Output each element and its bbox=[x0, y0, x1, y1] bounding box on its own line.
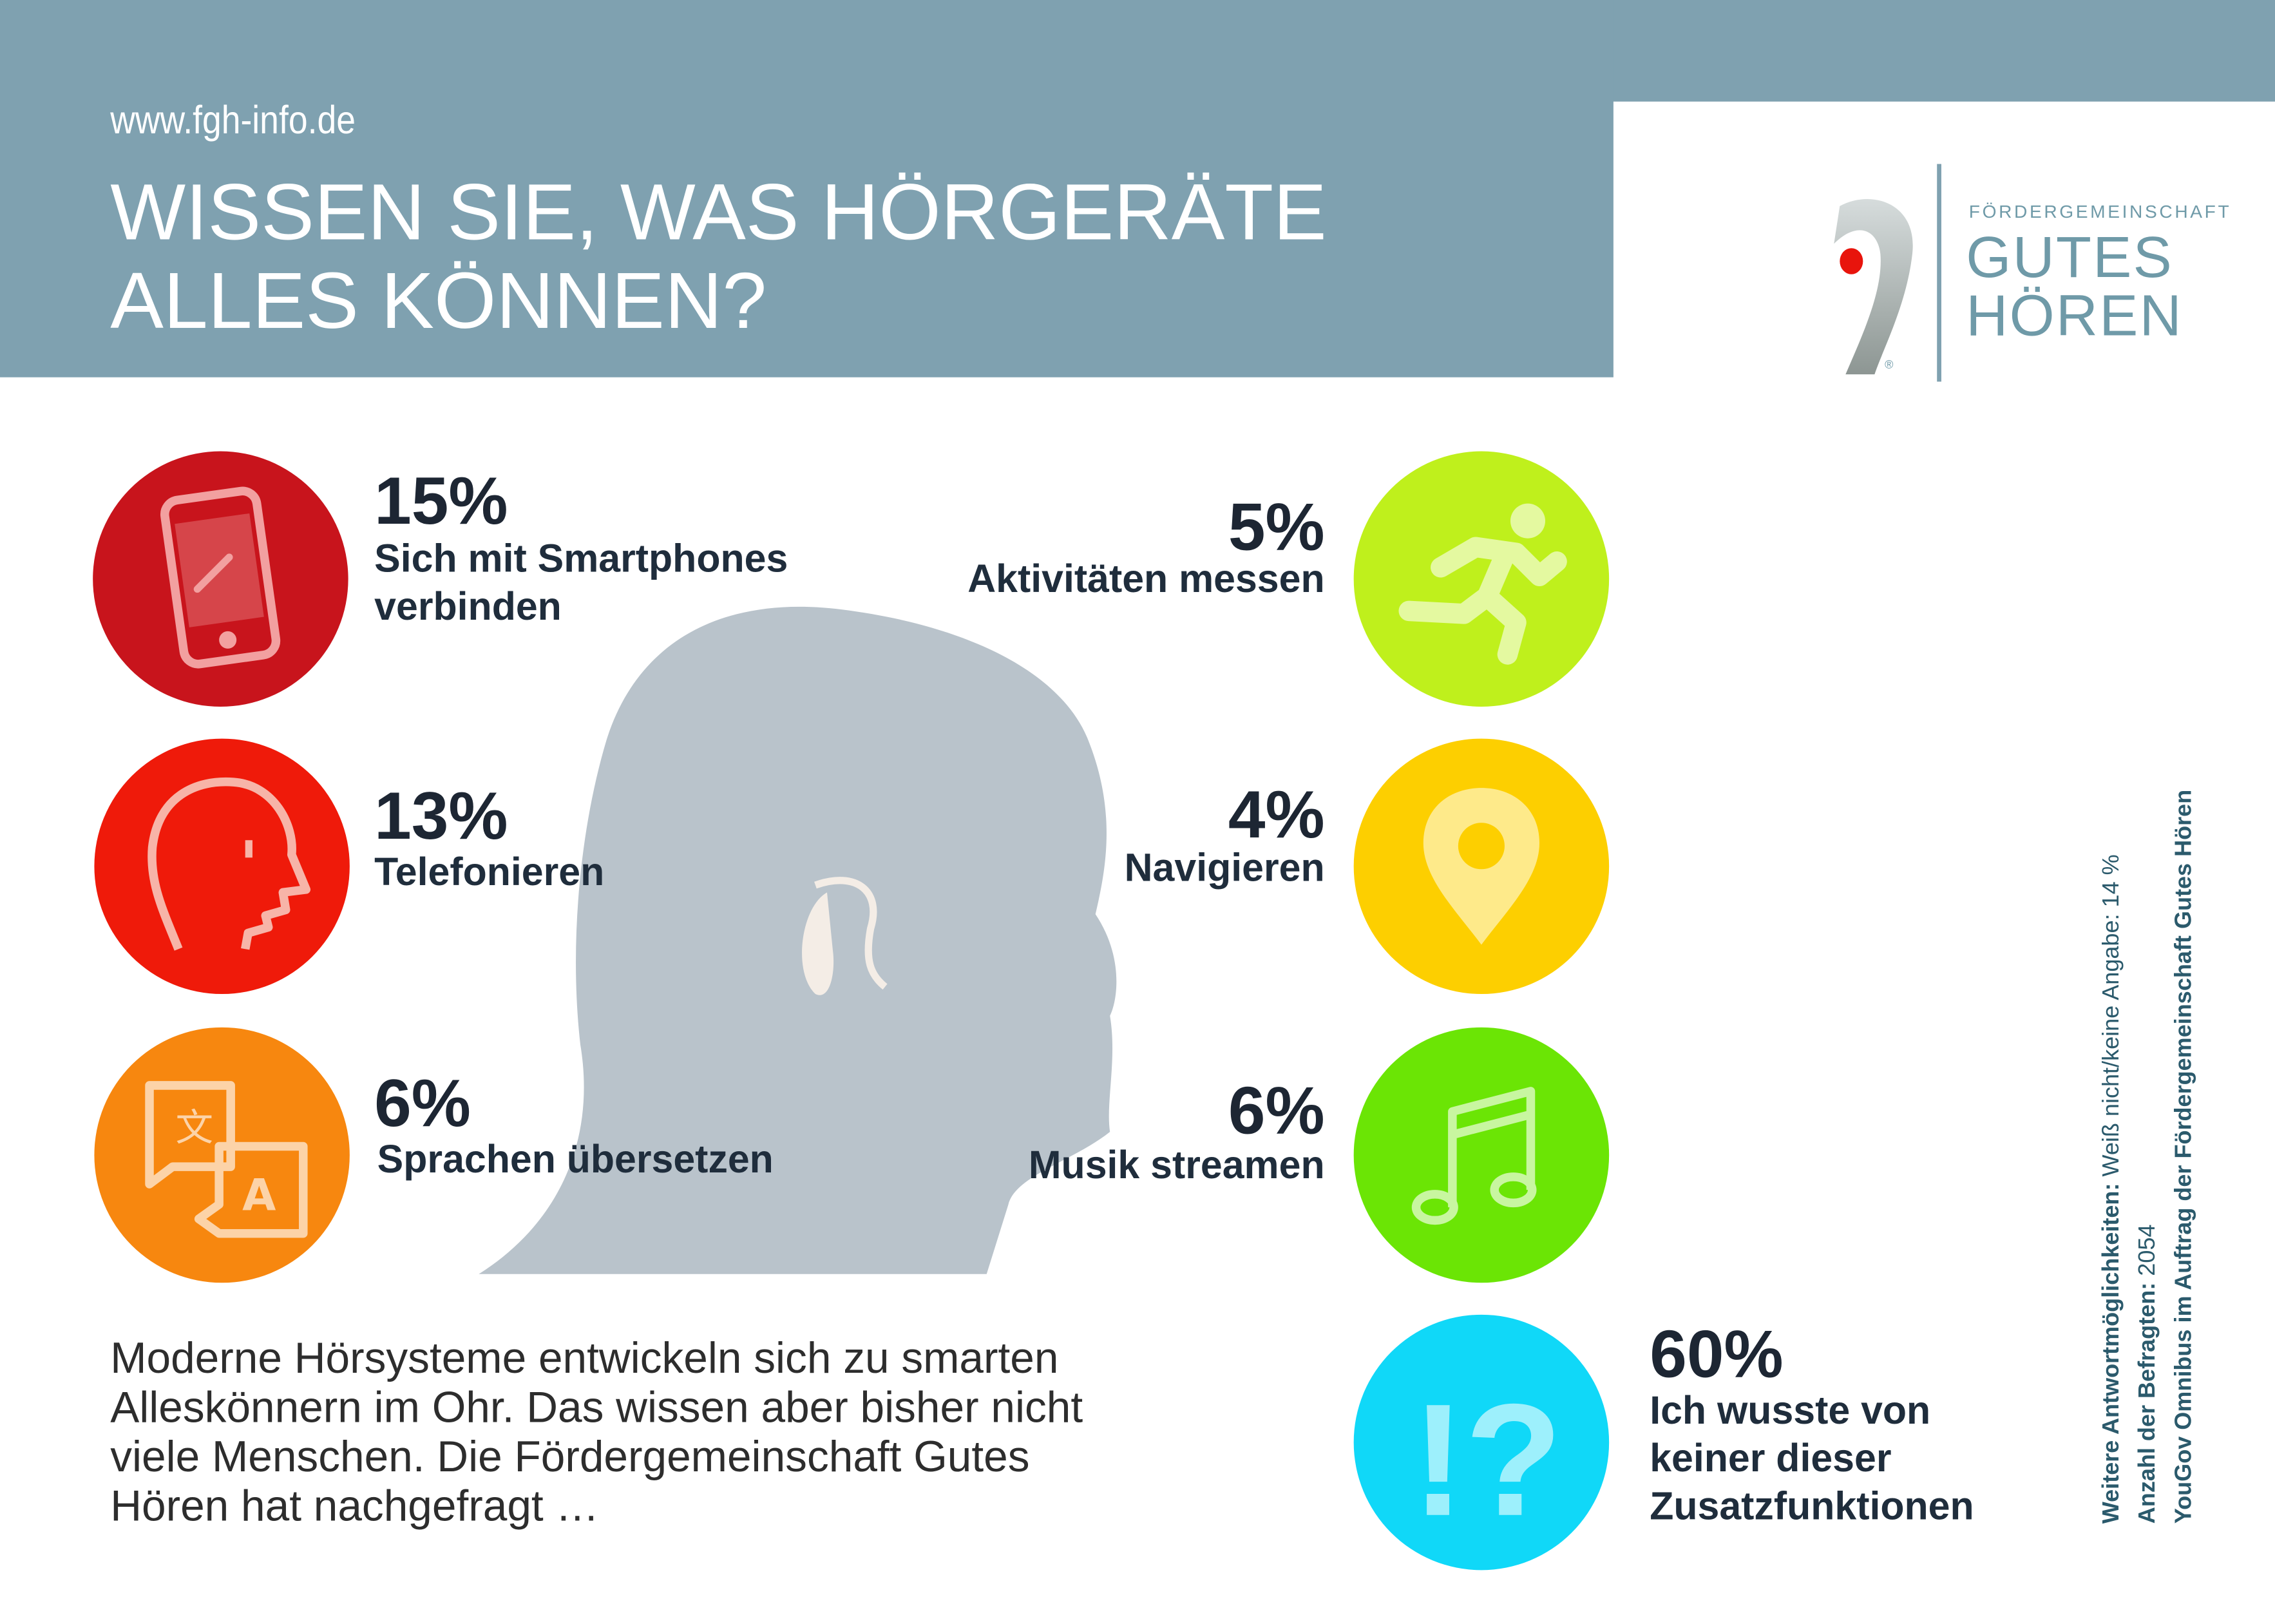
header-band-left bbox=[0, 0, 1613, 377]
footnote-line: Weitere Antwortmöglichkeiten: Weiß nicht… bbox=[2094, 740, 2130, 1524]
percent-unknown: 60% bbox=[1650, 1316, 1784, 1392]
website-url: www.fgh-info.de bbox=[110, 99, 356, 142]
label-activity: Aktivitäten messen bbox=[967, 557, 1325, 601]
smartphone-link-icon bbox=[160, 486, 281, 669]
svg-text:!?: !? bbox=[1412, 1371, 1563, 1549]
svg-text:®: ® bbox=[1885, 358, 1893, 371]
percent-smartphone: 15% bbox=[374, 463, 508, 539]
music-note-icon bbox=[1411, 1087, 1537, 1225]
label-line: verbinden bbox=[374, 584, 562, 629]
translate-circle: 文 A bbox=[94, 1027, 350, 1283]
logo-line: GUTES bbox=[1966, 226, 2173, 291]
percent-activity: 5% bbox=[1228, 489, 1325, 565]
footnote-key: Anzahl der Befragten: bbox=[2135, 1282, 2161, 1524]
translate-icon: 文 A bbox=[145, 1081, 308, 1238]
paragraph-line: viele Menschen. Die Fördergemeinschaft G… bbox=[110, 1433, 1030, 1482]
logo: ® FÖRDERGEMEINSCHAFT GUTES HÖREN bbox=[1814, 160, 2249, 385]
percent-telephone: 13% bbox=[374, 778, 508, 854]
head-silhouette bbox=[479, 606, 1117, 1274]
title-line: WISSEN SIE, WAS HÖRGERÄTE bbox=[110, 167, 1327, 257]
label-line: Ich wusste von bbox=[1650, 1388, 1931, 1433]
unknown-circle: !? bbox=[1353, 1314, 1610, 1571]
paragraph-line: Moderne Hörsysteme entwickeln sich zu sm… bbox=[110, 1335, 1059, 1383]
map-pin-icon bbox=[1423, 788, 1540, 945]
intro-paragraph: Moderne Hörsysteme entwickeln sich zu sm… bbox=[110, 1335, 1271, 1532]
label-smartphone: Sich mit Smartphones verbinden bbox=[374, 535, 788, 631]
footnote-value: 2054 bbox=[2135, 1224, 2161, 1283]
label-line: keiner dieser bbox=[1650, 1437, 1892, 1480]
page-title: WISSEN SIE, WAS HÖRGERÄTE ALLES KÖNNEN? bbox=[110, 167, 1327, 346]
label-unknown: Ich wusste von keiner dieser Zusatzfunkt… bbox=[1650, 1387, 1974, 1531]
label-line: Sich mit Smartphones bbox=[374, 537, 788, 581]
svg-text:A: A bbox=[242, 1170, 276, 1221]
percent-navigation: 4% bbox=[1228, 776, 1325, 852]
label-music: Musik streamen bbox=[1028, 1143, 1325, 1187]
label-line: Zusatzfunktionen bbox=[1650, 1484, 1974, 1528]
running-icon bbox=[1398, 503, 1567, 665]
logo-nine-icon: ® bbox=[1834, 198, 1913, 375]
paragraph-line: Alleskönnern im Ohr. Das wissen aber bis… bbox=[110, 1384, 1083, 1433]
logo-big-text: GUTES HÖREN bbox=[1966, 229, 2183, 345]
logo-divider bbox=[1937, 164, 1941, 382]
footnote-source: YouGov Omnibus im Auftrag der Fördergeme… bbox=[2172, 789, 2197, 1524]
logo-small-text: FÖRDERGEMEINSCHAFT bbox=[1968, 202, 2232, 222]
footnote-line: YouGov Omnibus im Auftrag der Fördergeme… bbox=[2166, 740, 2202, 1524]
label-translate: Sprachen übersetzen bbox=[377, 1138, 774, 1181]
paragraph-line: Hören hat nachgefragt … bbox=[110, 1483, 600, 1531]
footnote-line: Anzahl der Befragten: 2054 bbox=[2130, 740, 2166, 1524]
label-navigation: Navigieren bbox=[1124, 846, 1325, 890]
percent-translate: 6% bbox=[374, 1065, 471, 1141]
navigation-circle bbox=[1353, 738, 1610, 995]
footnote: Weitere Antwortmöglichkeiten: Weiß nicht… bbox=[2094, 740, 2203, 1524]
exclamation-question-icon: !? bbox=[1412, 1371, 1563, 1549]
svg-text:文: 文 bbox=[176, 1106, 214, 1150]
music-circle bbox=[1353, 1027, 1610, 1283]
label-telephone: Telefonieren bbox=[374, 850, 605, 894]
footnote-key: Weitere Antwortmöglichkeiten: bbox=[2099, 1183, 2124, 1524]
activity-circle bbox=[1353, 451, 1610, 707]
telephone-circle bbox=[94, 738, 350, 995]
logo-line: HÖREN bbox=[1966, 284, 2183, 349]
percent-music: 6% bbox=[1228, 1072, 1325, 1148]
title-line: ALLES KÖNNEN? bbox=[110, 255, 767, 346]
head-profile-icon bbox=[148, 777, 311, 951]
smartphone-circle bbox=[93, 451, 348, 707]
footnote-value: Weiß nicht/keine Angabe: 14 % bbox=[2099, 854, 2124, 1183]
